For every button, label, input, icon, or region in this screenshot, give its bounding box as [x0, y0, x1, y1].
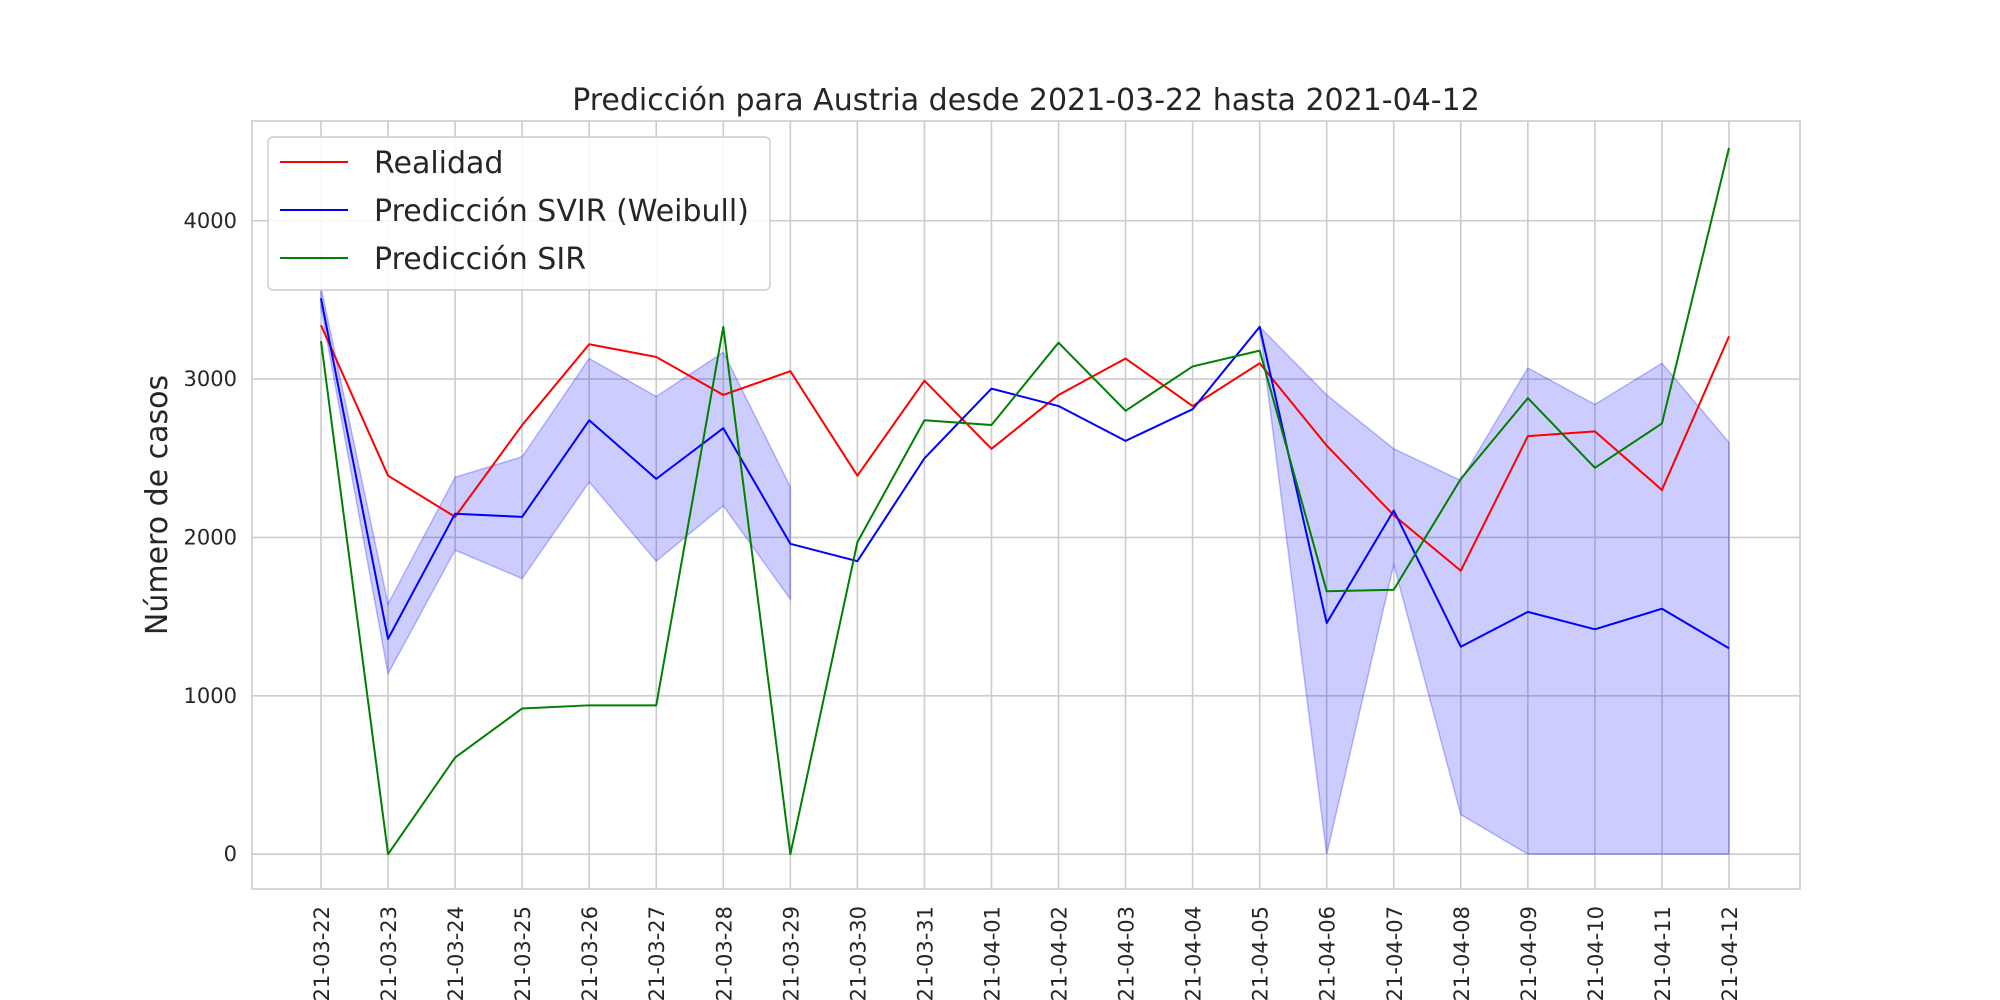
y-tick-label: 4000	[184, 209, 237, 233]
x-tick-label: 2021-04-01	[980, 906, 1004, 1000]
series-line-1	[320, 324, 1730, 572]
series-line-2	[320, 298, 1730, 650]
x-tick-label: 2021-03-26	[578, 906, 602, 1000]
x-tick-label: 2021-04-05	[1249, 906, 1273, 1000]
x-tick-label: 2021-03-31	[913, 906, 937, 1000]
x-tick-label: 2021-03-24	[444, 906, 468, 1000]
x-tick-label: 2021-03-29	[779, 906, 803, 1000]
x-tick-label: 2021-04-08	[1450, 906, 1474, 1000]
confidence-band-area	[1258, 324, 1730, 855]
x-tick-label: 2021-03-23	[377, 906, 401, 1000]
x-tick-label: 2021-04-11	[1651, 906, 1675, 1000]
y-tick-label: 3000	[184, 367, 237, 391]
x-tick-label: 2021-04-12	[1718, 906, 1742, 1000]
y-axis: 0 1000 2000 3000 4000	[184, 209, 237, 866]
confidence-band	[320, 287, 1730, 855]
legend-label: Realidad	[374, 146, 503, 181]
x-tick-label: 2021-03-22	[310, 906, 334, 1000]
x-tick-label: 2021-04-02	[1048, 906, 1072, 1000]
legend-box	[267, 136, 771, 291]
x-tick-label: 2021-04-04	[1182, 906, 1206, 1000]
x-tick-label: 2021-04-10	[1584, 906, 1608, 1000]
y-tick-label: 1000	[184, 684, 237, 708]
x-tick-label: 2021-03-28	[712, 906, 736, 1000]
x-tick-label: 2021-04-03	[1115, 906, 1139, 1000]
y-tick-label: 0	[224, 842, 237, 866]
legend-label: Predicción SIR	[374, 242, 586, 277]
x-tick-label: 2021-04-07	[1383, 906, 1407, 1000]
series-line-3	[320, 147, 1730, 856]
x-tick-label: 2021-03-27	[645, 906, 669, 1000]
legend: Realidad Predicción SVIR (Weibull) Predicc…	[267, 136, 771, 291]
y-axis-label: Número de casos	[140, 375, 175, 635]
x-tick-label: 2021-03-25	[511, 906, 535, 1000]
chart-title: Predicción para Austria desde 2021-03-22…	[572, 83, 1480, 118]
legend-label: Predicción SVIR (Weibull)	[374, 194, 749, 229]
confidence-band-area	[320, 287, 792, 676]
x-tick-label: 2021-04-09	[1517, 906, 1541, 1000]
x-tick-label: 2021-03-30	[846, 906, 870, 1000]
x-tick-label: 2021-04-06	[1316, 906, 1340, 1000]
series-lines	[320, 147, 1730, 856]
x-axis: 2021-03-22 2021-03-23 2021-03-24 2021-03-25…	[310, 906, 1742, 1000]
y-tick-label: 2000	[184, 525, 237, 549]
